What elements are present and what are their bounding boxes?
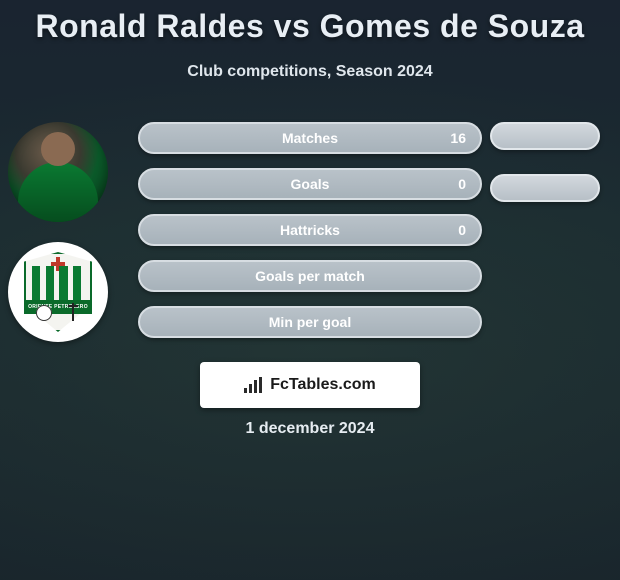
page-title: Ronald Raldes vs Gomes de Souza — [0, 0, 620, 45]
avatar-column: ORIENTE PETROLERO — [8, 122, 108, 362]
stat-row-matches: Matches 16 — [138, 122, 482, 154]
stats-list: Matches 16 Goals 0 Hattricks 0 Goals per… — [138, 122, 482, 352]
club-badge-band: ORIENTE PETROLERO — [24, 300, 92, 314]
bar-chart-icon — [244, 377, 264, 393]
club-avatar: ORIENTE PETROLERO — [8, 242, 108, 342]
stat-row-goals: Goals 0 — [138, 168, 482, 200]
side-pill-column — [490, 122, 600, 226]
stat-row-hattricks: Hattricks 0 — [138, 214, 482, 246]
stat-value: 0 — [458, 176, 466, 192]
snapshot-date: 1 december 2024 — [0, 420, 620, 438]
stat-row-min-per-goal: Min per goal — [138, 306, 482, 338]
club-badge-icon: ORIENTE PETROLERO — [24, 252, 92, 332]
stat-row-goals-per-match: Goals per match — [138, 260, 482, 292]
stat-value: 16 — [450, 130, 466, 146]
brand-badge: FcTables.com — [200, 362, 420, 408]
stat-label: Hattricks — [280, 222, 340, 238]
page-subtitle: Club competitions, Season 2024 — [0, 63, 620, 81]
stat-label: Goals — [291, 176, 330, 192]
side-pill — [490, 174, 600, 202]
stat-label: Goals per match — [255, 268, 365, 284]
stat-label: Matches — [282, 130, 338, 146]
player-avatar — [8, 122, 108, 222]
stat-label: Min per goal — [269, 314, 351, 330]
stat-value: 0 — [458, 222, 466, 238]
brand-name: FcTables.com — [270, 376, 376, 394]
side-pill — [490, 122, 600, 150]
